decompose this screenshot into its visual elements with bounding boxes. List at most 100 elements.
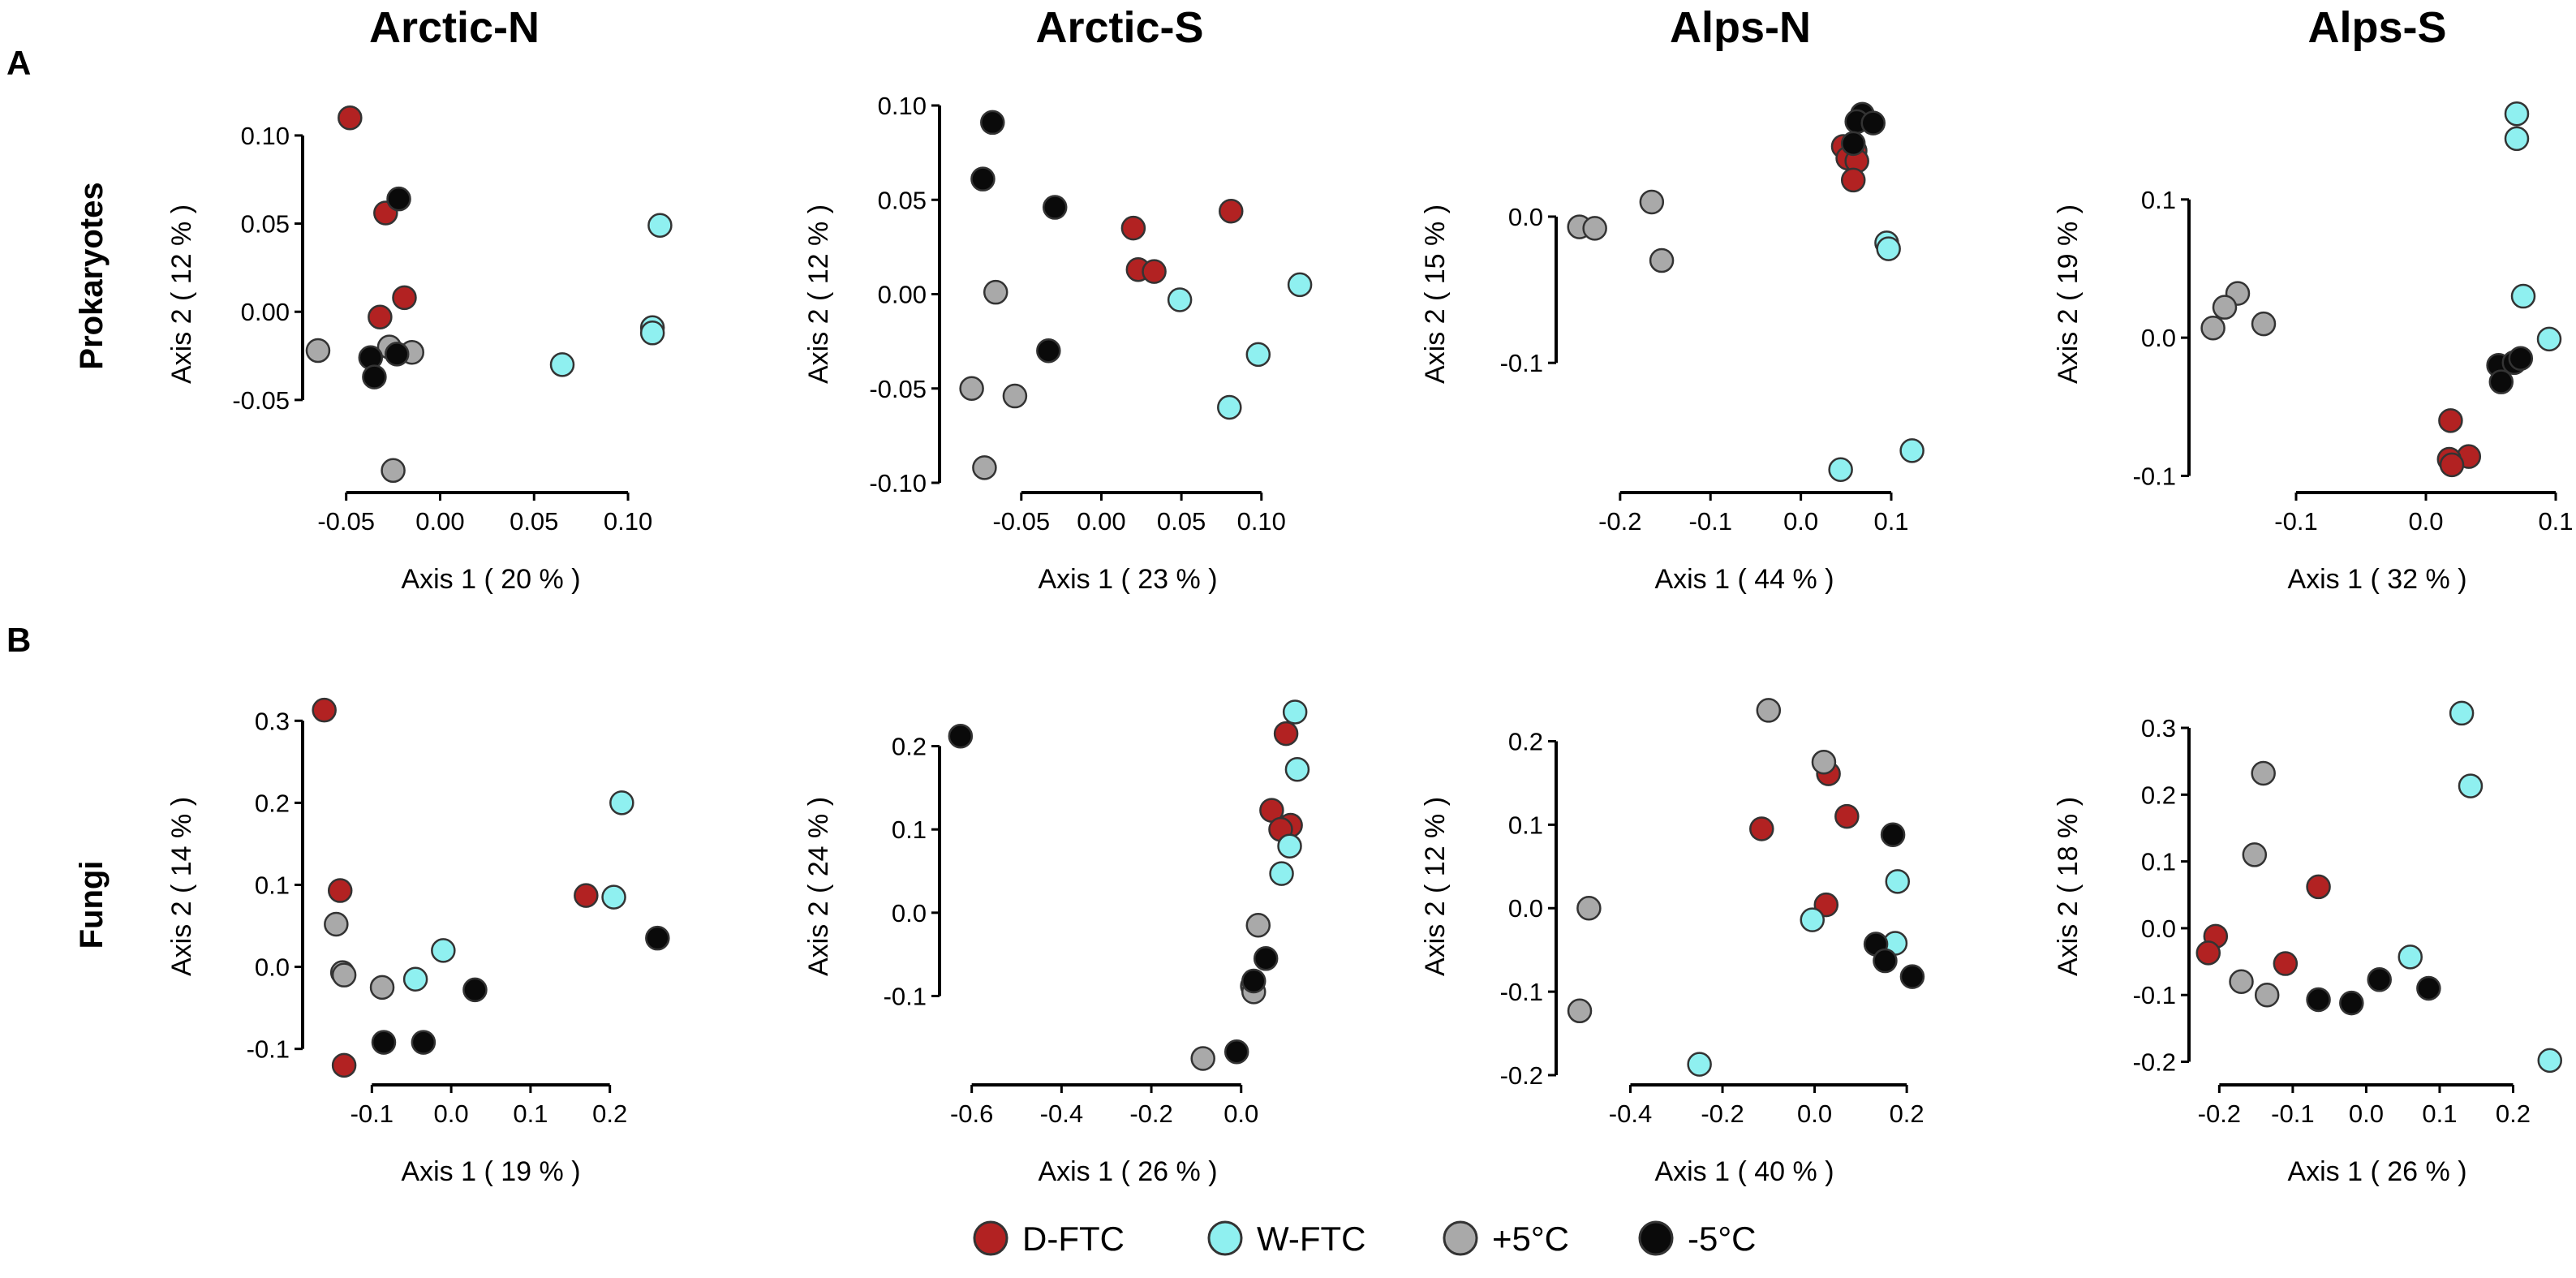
legend-item-dftc: D-FTC (973, 1220, 1125, 1258)
point-minus5 (462, 977, 488, 1003)
point-dftc (368, 304, 393, 329)
y-tick-label: 0.00 (878, 281, 927, 309)
point-minus5 (948, 723, 974, 749)
legend-label-plus5: +5°C (1492, 1220, 1569, 1258)
y-tick-label: 0.3 (2141, 714, 2176, 742)
legend-label-wftc: W-FTC (1257, 1220, 1366, 1258)
point-plus5 (2251, 760, 2276, 786)
x-tick-label: 0.0 (1797, 1099, 1832, 1128)
y-axis-label: Axis 2 ( 19 % ) (2053, 204, 2084, 384)
point-wftc (1167, 287, 1193, 312)
x-axis-label: Axis 1 ( 23 % ) (1038, 564, 1217, 595)
panel-label-b: B (6, 621, 31, 659)
point-minus5 (1899, 964, 1925, 989)
series-minus5 (2486, 346, 2534, 394)
point-minus5 (1880, 822, 1906, 847)
point-minus5 (1840, 131, 1866, 157)
y-tick-label: 0.1 (2141, 186, 2176, 214)
point-plus5 (983, 279, 1008, 305)
row-label-fungi: Fungi (74, 861, 110, 949)
point-plus5 (1582, 216, 1607, 241)
point-plus5 (1245, 912, 1271, 938)
series-minus5 (970, 110, 1068, 364)
point-wftc (2398, 945, 2423, 970)
point-minus5 (1241, 968, 1266, 994)
point-plus5 (2212, 295, 2238, 320)
point-dftc (2273, 951, 2299, 976)
point-dftc (1749, 816, 1774, 841)
point-minus5 (2306, 987, 2331, 1013)
point-plus5 (381, 458, 406, 484)
x-tick-label: 0.0 (1783, 507, 1818, 536)
y-tick-label: 0.2 (255, 789, 290, 817)
x-tick-label: 0.0 (2408, 507, 2443, 536)
point-dftc (2195, 940, 2221, 966)
y-axis-label: Axis 2 ( 12 % ) (803, 204, 834, 384)
series-plus5 (959, 279, 1028, 480)
y-tick-label: -0.05 (232, 386, 290, 415)
point-minus5 (2488, 369, 2514, 394)
x-tick-label: 0.2 (1890, 1099, 1924, 1128)
x-tick-label: 0.10 (604, 507, 652, 536)
x-tick-label: -0.1 (2271, 1099, 2314, 1128)
y-tick-label: -0.05 (869, 375, 927, 403)
point-wftc (1284, 757, 1310, 782)
legend-item-minus5: -5°C (1638, 1220, 1756, 1258)
series-minus5 (358, 186, 411, 389)
legend-item-wftc: W-FTC (1207, 1220, 1366, 1258)
point-wftc (1828, 457, 1853, 483)
x-tick-label: 0.1 (513, 1099, 548, 1128)
point-plus5 (305, 338, 331, 364)
series-plus5 (324, 911, 395, 1000)
point-minus5 (1036, 338, 1061, 364)
point-plus5 (972, 455, 997, 480)
legend: D-FTC W-FTC +5°C -5°C (973, 1220, 1756, 1258)
panel-fungi-alps-s: -0.2 -0.1 0.0 0.1 0.2 -0.2 -0.1 0.0 0.1 0.2 0.3 Axi… (2053, 700, 2563, 1187)
point-dftc (1120, 215, 1146, 241)
legend-marker-minus5 (1638, 1220, 1674, 1256)
point-plus5 (1639, 189, 1665, 215)
series-wftc (549, 213, 673, 377)
point-dftc (2439, 452, 2465, 478)
point-plus5 (324, 911, 349, 937)
y-tick-label: 0.1 (255, 871, 290, 899)
point-minus5 (1873, 948, 1898, 974)
point-plus5 (1649, 247, 1675, 273)
panel-fungi-arctic-n: -0.1 0.0 0.1 0.2 -0.1 0.0 0.1 0.2 0.3 Axis 1 ( 19… (166, 697, 670, 1187)
legend-marker-plus5 (1443, 1220, 1478, 1256)
point-wftc (647, 213, 673, 239)
x-axis-label: Axis 1 ( 19 % ) (401, 1156, 580, 1187)
point-wftc (1800, 907, 1825, 932)
x-tick-label: -0.2 (1598, 507, 1641, 536)
point-plus5 (2200, 315, 2226, 341)
point-plus5 (369, 975, 395, 1000)
point-minus5 (645, 925, 670, 951)
point-dftc (2306, 874, 2331, 900)
point-minus5 (980, 110, 1005, 136)
panel-prokaryotes-arctic-s: -0.05 0.00 0.05 0.10 -0.10 -0.05 0.00 0.05 0.10 A… (803, 92, 1313, 595)
point-minus5 (1860, 110, 1886, 136)
point-wftc (1287, 272, 1313, 298)
point-wftc (639, 321, 665, 346)
y-tick-label: 0.2 (2141, 781, 2176, 809)
x-tick-label: 0.0 (2349, 1099, 2384, 1128)
x-tick-label: 0.0 (434, 1099, 469, 1128)
point-wftc (1277, 833, 1302, 858)
y-tick-label: 0.1 (892, 815, 927, 844)
series-minus5 (2306, 967, 2441, 1016)
y-tick-label: -0.1 (1500, 349, 1543, 377)
series-dftc (2195, 874, 2331, 976)
x-tick-label: -0.2 (1129, 1099, 1172, 1128)
panel-fungi-alps-n: -0.4 -0.2 0.0 0.2 -0.2 -0.1 0.0 0.1 0.2 Axis 1 ( … (1420, 698, 1925, 1187)
point-wftc (1899, 438, 1924, 463)
point-minus5 (1223, 1039, 1249, 1065)
y-tick-label: 0.0 (2141, 914, 2176, 943)
y-tick-label: 0.1 (1508, 811, 1543, 839)
series-wftc (1828, 230, 1924, 483)
series-plus5 (1567, 698, 1837, 1024)
x-axis-label: Axis 1 ( 32 % ) (2287, 564, 2466, 595)
point-dftc (1840, 167, 1866, 193)
point-wftc (2536, 326, 2562, 352)
panel-prokaryotes-alps-n: -0.2 -0.1 0.0 0.1 -0.1 0.0 Axis 1 ( 44 % ) Axis… (1420, 101, 1924, 595)
